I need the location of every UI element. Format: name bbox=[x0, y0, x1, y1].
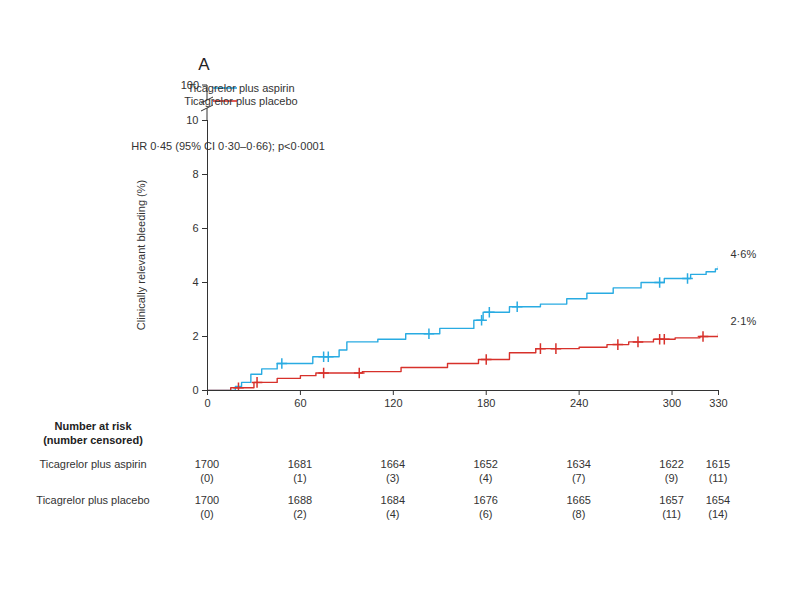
svg-text:Ticagrelor plus aspirin: Ticagrelor plus aspirin bbox=[39, 458, 146, 470]
svg-text:(0): (0) bbox=[200, 472, 213, 484]
svg-text:2·1%: 2·1% bbox=[731, 315, 757, 327]
svg-text:(number censored): (number censored) bbox=[43, 434, 143, 446]
svg-text:(6): (6) bbox=[479, 508, 492, 520]
svg-text:1684: 1684 bbox=[381, 494, 405, 506]
svg-text:(14): (14) bbox=[708, 508, 728, 520]
svg-text:1681: 1681 bbox=[288, 458, 312, 470]
svg-text:60: 60 bbox=[294, 397, 306, 409]
svg-text:1665: 1665 bbox=[566, 494, 590, 506]
svg-text:1700: 1700 bbox=[195, 458, 219, 470]
svg-text:300: 300 bbox=[663, 397, 681, 409]
svg-text:330: 330 bbox=[709, 397, 727, 409]
svg-text:1700: 1700 bbox=[195, 494, 219, 506]
svg-text:(3): (3) bbox=[386, 472, 399, 484]
svg-text:Ticagrelor plus placebo: Ticagrelor plus placebo bbox=[184, 95, 297, 107]
svg-text:1664: 1664 bbox=[381, 458, 405, 470]
svg-text:(4): (4) bbox=[386, 508, 399, 520]
svg-text:(8): (8) bbox=[572, 508, 585, 520]
svg-text:(11): (11) bbox=[662, 508, 681, 520]
svg-text:4: 4 bbox=[192, 276, 198, 288]
svg-text:(9): (9) bbox=[665, 472, 678, 484]
svg-text:2: 2 bbox=[192, 330, 198, 342]
svg-text:Clinically relevant bleeding (: Clinically relevant bleeding (%) bbox=[135, 180, 147, 330]
svg-text:180: 180 bbox=[477, 397, 495, 409]
svg-text:0: 0 bbox=[192, 384, 198, 396]
svg-text:(11): (11) bbox=[709, 472, 728, 484]
svg-text:0: 0 bbox=[204, 397, 210, 409]
svg-text:(4): (4) bbox=[479, 472, 492, 484]
svg-text:120: 120 bbox=[384, 397, 402, 409]
svg-text:1657: 1657 bbox=[659, 494, 683, 506]
svg-text:1615: 1615 bbox=[706, 458, 730, 470]
svg-text:(0): (0) bbox=[200, 508, 213, 520]
svg-text:Ticagrelor plus aspirin: Ticagrelor plus aspirin bbox=[187, 82, 294, 94]
svg-text:Number at risk: Number at risk bbox=[54, 420, 132, 432]
svg-text:(1): (1) bbox=[293, 472, 306, 484]
svg-text:1622: 1622 bbox=[659, 458, 683, 470]
svg-text:1688: 1688 bbox=[288, 494, 312, 506]
svg-text:1652: 1652 bbox=[473, 458, 497, 470]
svg-text:1654: 1654 bbox=[706, 494, 730, 506]
svg-text:1634: 1634 bbox=[566, 458, 590, 470]
svg-text:(7): (7) bbox=[572, 472, 585, 484]
svg-text:1676: 1676 bbox=[473, 494, 497, 506]
svg-text:10: 10 bbox=[186, 114, 198, 126]
svg-text:A: A bbox=[198, 55, 210, 74]
svg-text:240: 240 bbox=[570, 397, 588, 409]
svg-text:8: 8 bbox=[192, 168, 198, 180]
svg-text:Ticagrelor plus placebo: Ticagrelor plus placebo bbox=[36, 494, 149, 506]
svg-text:(2): (2) bbox=[293, 508, 306, 520]
svg-text:HR 0·45 (95% CI 0·30–0·66); p<: HR 0·45 (95% CI 0·30–0·66); p<0·0001 bbox=[131, 140, 325, 152]
svg-text:4·6%: 4·6% bbox=[731, 248, 757, 260]
svg-text:6: 6 bbox=[192, 222, 198, 234]
